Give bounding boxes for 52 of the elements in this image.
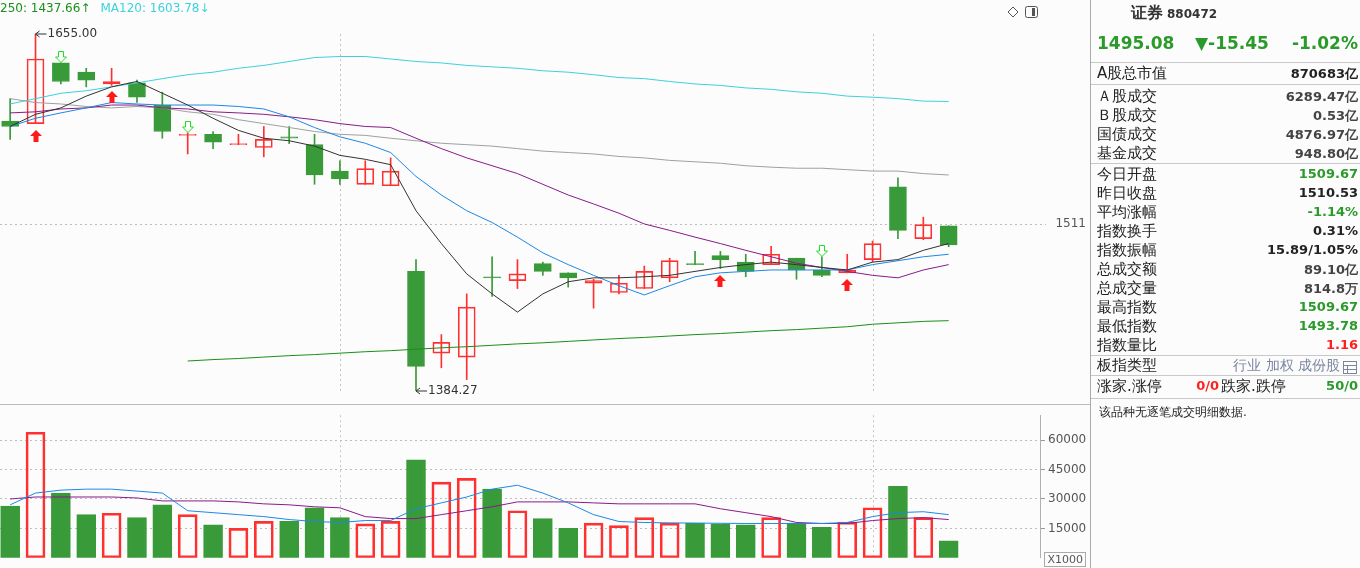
text: 6289.47亿 bbox=[1285, 88, 1358, 106]
text: 0.31% bbox=[1312, 223, 1358, 238]
text: 1493.78 bbox=[1298, 318, 1358, 333]
y-tick-label: 60000 bbox=[1048, 432, 1087, 447]
text: -1.02% bbox=[1291, 33, 1358, 53]
text: 今日开盘 bbox=[1097, 165, 1157, 184]
text: 该品种无逐笔成交明细数据. bbox=[1099, 404, 1247, 421]
text: Ａ股成交 bbox=[1097, 87, 1157, 106]
text: 15.89/1.05% bbox=[1267, 242, 1358, 257]
text: 1509.67 bbox=[1298, 166, 1358, 181]
text: 50/0 bbox=[1326, 378, 1358, 393]
text: 涨家.涨停 bbox=[1097, 377, 1162, 396]
y-tick-label: 15000 bbox=[1048, 520, 1087, 535]
text: 国债成交 bbox=[1097, 125, 1157, 144]
text: 1.16 bbox=[1325, 337, 1358, 352]
text: 证券 bbox=[1131, 3, 1163, 22]
text: 指数量比 bbox=[1097, 336, 1157, 355]
text: 行业 加权 成份股 bbox=[1233, 357, 1340, 375]
text: 总成交量 bbox=[1097, 279, 1157, 298]
text: 指数振幅 bbox=[1097, 241, 1157, 260]
text: 0.53亿 bbox=[1312, 107, 1358, 125]
text: 平均涨幅 bbox=[1097, 203, 1157, 222]
text: 1495.08 bbox=[1097, 33, 1175, 53]
text: 1510.53 bbox=[1298, 185, 1358, 200]
y-tick-label: 30000 bbox=[1048, 491, 1087, 506]
annotation: 1384.27 bbox=[428, 383, 478, 398]
text: 1509.67 bbox=[1298, 299, 1358, 314]
text: 4876.97亿 bbox=[1285, 126, 1358, 144]
text: 基金成交 bbox=[1097, 144, 1157, 163]
text: ▼-15.45 bbox=[1195, 33, 1269, 53]
text: 指数换手 bbox=[1097, 222, 1157, 241]
text: 总成交额 bbox=[1097, 260, 1157, 279]
text: -1.14% bbox=[1307, 204, 1358, 219]
text: 最高指数 bbox=[1097, 298, 1157, 317]
text: 814.8万 bbox=[1303, 280, 1358, 298]
text: 880472 bbox=[1167, 7, 1218, 21]
text: 870683亿 bbox=[1290, 65, 1358, 83]
text: 948.80亿 bbox=[1294, 145, 1358, 163]
text: 89.10亿 bbox=[1303, 261, 1358, 279]
annotation: 1655.00 bbox=[47, 26, 98, 41]
text: A股总市值 bbox=[1097, 64, 1168, 83]
text: 最低指数 bbox=[1097, 317, 1157, 336]
text: 0/0 bbox=[1195, 378, 1219, 393]
text: 250: 1437.66↑ bbox=[0, 1, 91, 15]
y-tick-label: 45000 bbox=[1048, 461, 1087, 476]
text: 板指类型 bbox=[1097, 356, 1157, 375]
text: 1511 bbox=[1055, 216, 1086, 231]
text: 昨日收盘 bbox=[1097, 184, 1157, 203]
text: Ｂ股成交 bbox=[1097, 106, 1157, 125]
text: 跌家.跌停 bbox=[1221, 377, 1286, 396]
text: MA120: 1603.78↓ bbox=[100, 1, 210, 15]
text: X1000 bbox=[1044, 552, 1086, 567]
